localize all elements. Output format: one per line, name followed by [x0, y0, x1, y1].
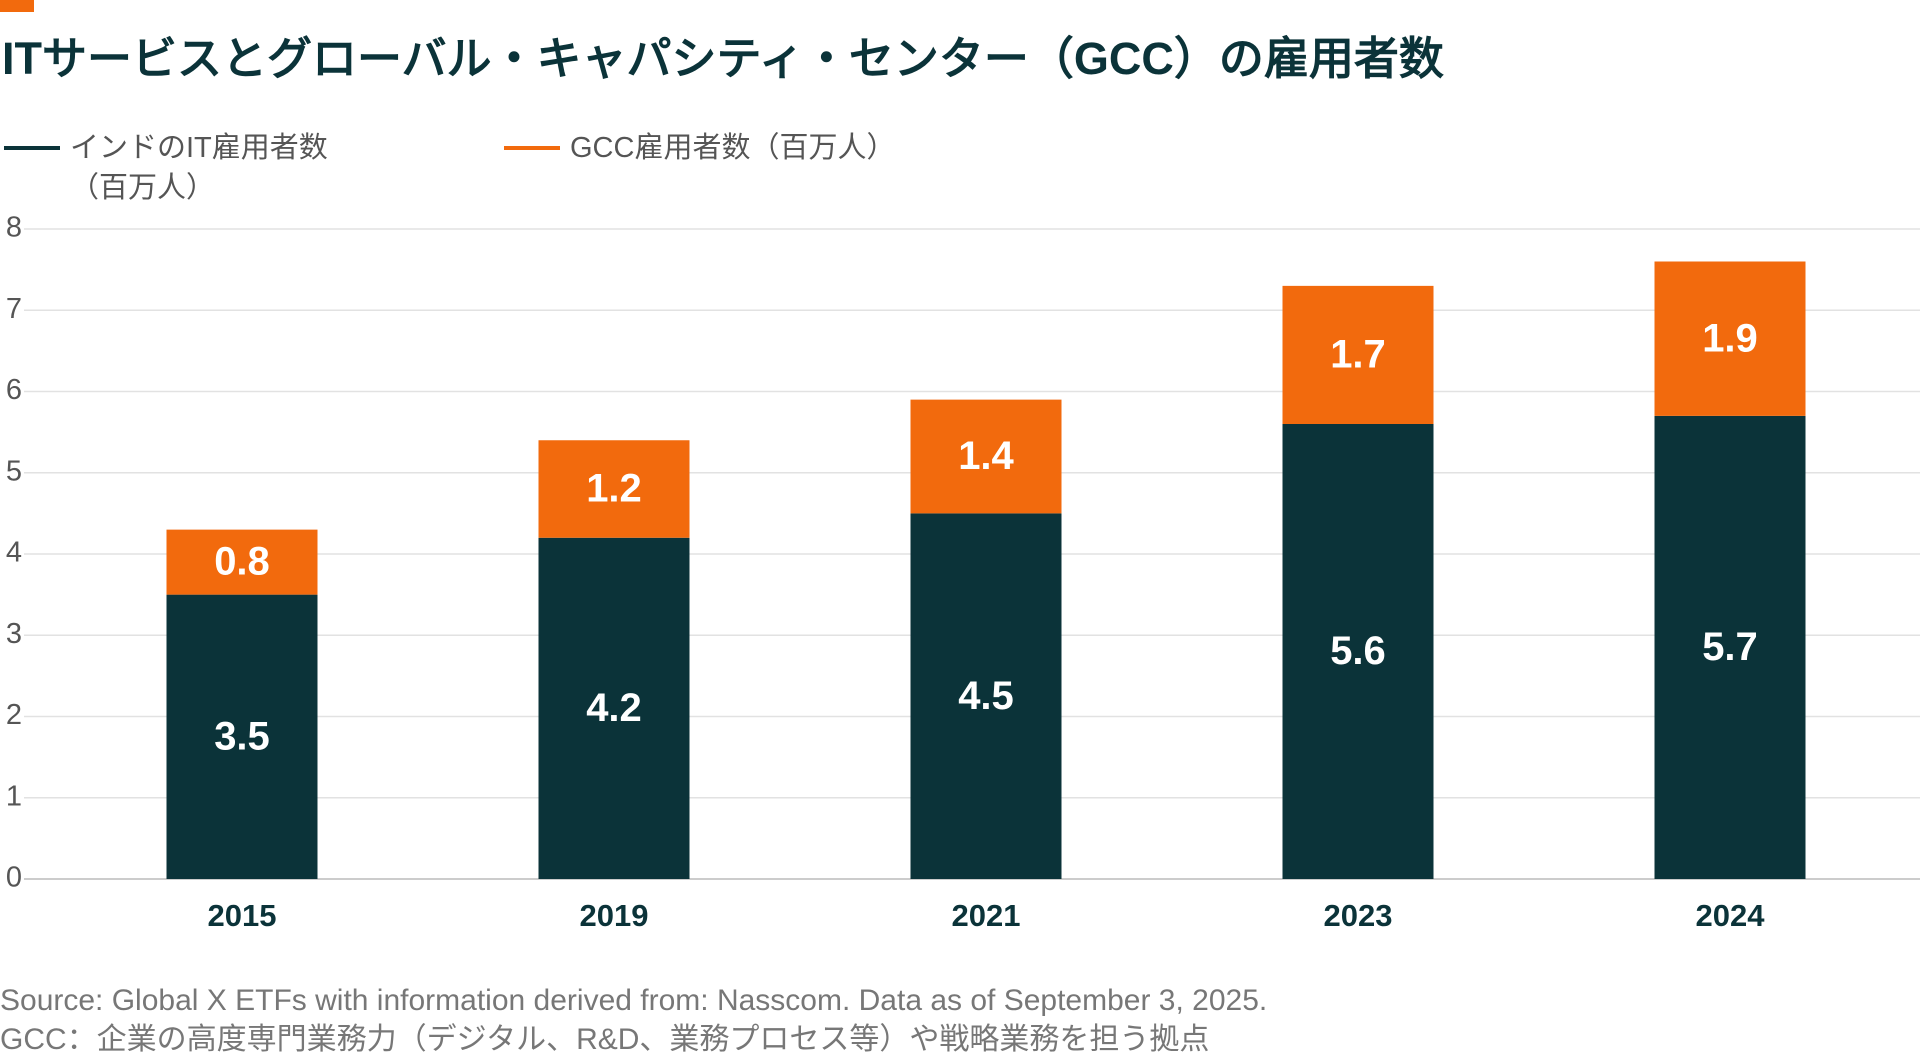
x-tick-label: 2019: [580, 898, 649, 933]
bar-segment: [1282, 285, 1434, 424]
y-tick-label: 0: [6, 862, 22, 894]
bar-segment: [1282, 424, 1434, 879]
bar-segment: [538, 537, 690, 879]
y-tick-label: 5: [6, 455, 22, 487]
legend-label: GCC雇用者数（百万人）: [570, 132, 896, 164]
source: Source: Global X ETFs with information d…: [0, 984, 1267, 1017]
data-label: 4.5: [958, 674, 1014, 718]
data-label: 1.9: [1702, 316, 1758, 360]
bar-segment: [910, 513, 1062, 879]
note: GCC：企業の高度専門業務力（デジタル、R&D、業務プロセス等）や戦略業務を担う…: [0, 1023, 1209, 1056]
y-tick-label: 3: [6, 618, 22, 650]
legend-swatch: [4, 146, 60, 150]
x-tick-label: 2024: [1696, 898, 1766, 933]
data-label: 5.7: [1702, 625, 1758, 669]
x-tick-label: 2023: [1324, 898, 1393, 933]
y-tick-label: 4: [6, 537, 22, 569]
data-label: 5.6: [1330, 629, 1386, 673]
data-label: 1.2: [586, 467, 642, 511]
bar-segment: [166, 594, 318, 879]
bar-segment: [166, 529, 318, 595]
data-label: 1.7: [1330, 333, 1386, 377]
chart-title: ITサービスとグローバル・キャパシティ・センター（GCC）の雇用者数: [2, 33, 1444, 84]
data-label: 3.5: [214, 714, 270, 758]
data-label: 4.2: [586, 686, 642, 730]
y-tick-label: 8: [6, 212, 22, 244]
legend-item: GCC雇用者数（百万人）: [504, 128, 895, 168]
y-tick-label: 2: [6, 699, 22, 731]
data-label: 0.8: [214, 540, 270, 584]
bar-segment: [1654, 261, 1806, 416]
bar-segment: [538, 440, 690, 538]
x-tick-label: 2021: [952, 898, 1021, 933]
y-tick-label: 1: [6, 780, 22, 812]
legend-swatch: [504, 146, 560, 150]
y-tick-label: 7: [6, 293, 22, 325]
bar-segment: [910, 399, 1062, 514]
y-tick-label: 6: [6, 374, 22, 406]
x-tick-label: 2015: [208, 898, 277, 933]
data-label: 1.4: [958, 434, 1014, 478]
brand-mark: [0, 0, 34, 12]
legend-label: インドのIT雇用者数（百万人）: [70, 132, 328, 204]
bar-segment: [1654, 415, 1806, 879]
legend-item: インドのIT雇用者数（百万人）: [4, 128, 360, 208]
